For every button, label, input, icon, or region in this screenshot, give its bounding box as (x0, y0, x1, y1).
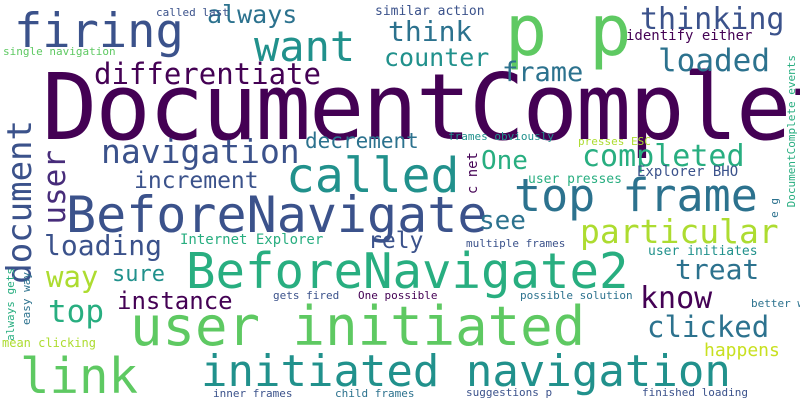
word-navigation: navigation (101, 135, 300, 168)
word-gets-fired: gets fired (273, 290, 339, 301)
word-loaded: loaded (658, 46, 770, 77)
word-one: One (481, 148, 528, 174)
word-explorer-bho: Explorer BHO (637, 165, 738, 179)
word-always-gets: always gets (5, 268, 16, 341)
word-better-way: better way (751, 298, 800, 309)
word-documentcomplete-events: DocumentComplete events (786, 55, 797, 207)
word-finished-loading: finished loading (642, 387, 748, 398)
word-frame: frame (502, 59, 583, 86)
word-inner-frames: inner frames (213, 388, 292, 399)
word-one-possible: One possible (358, 290, 437, 301)
word-link: link (20, 352, 138, 400)
word-presses-esc: presses ESC (578, 136, 651, 147)
word-frames-obviously: frames obviously (448, 131, 554, 142)
word-identify-either: identify either (626, 29, 752, 43)
word-increment: increment (134, 170, 259, 193)
word-instance: instance (117, 289, 233, 313)
word-multiple-frames: multiple frames (466, 238, 565, 249)
word-loading: loading (44, 232, 162, 260)
word-treat: treat (675, 256, 759, 284)
word-internet-explorer: Internet Explorer (180, 233, 323, 247)
word-sure: sure (112, 264, 165, 286)
word-called-last: called last (156, 7, 229, 18)
word-child-frames: child frames (335, 388, 414, 399)
word-clicked: clicked (647, 313, 769, 342)
word-decrement: decrement (305, 131, 419, 152)
word-e-g: e g (769, 198, 780, 218)
word-user-presses: user presses (528, 173, 622, 186)
word-happens: happens (704, 342, 780, 360)
word-see: see (479, 208, 526, 234)
word-way: way (46, 263, 98, 292)
word-called: called (286, 152, 459, 200)
word-think: think (388, 18, 472, 46)
word-c-net: c net (466, 152, 480, 194)
word-suggestions-p: suggestions p (466, 387, 552, 398)
word-rely: rely (368, 230, 423, 253)
word-easy-way: easy way (21, 272, 32, 325)
word-mean-clicking: mean clicking (2, 337, 96, 349)
word-top: top (48, 297, 104, 328)
word-similar-action: similar action (375, 5, 485, 18)
word-possible-solution: possible solution (520, 290, 633, 301)
word-single-navigation: single navigation (3, 46, 116, 57)
word-differentiate: differentiate (94, 60, 321, 89)
word-counter: counter (384, 45, 489, 70)
word-user-initiates: user initiates (648, 245, 758, 258)
word-document: document (3, 120, 37, 284)
word-user-vertical: user (40, 150, 71, 225)
